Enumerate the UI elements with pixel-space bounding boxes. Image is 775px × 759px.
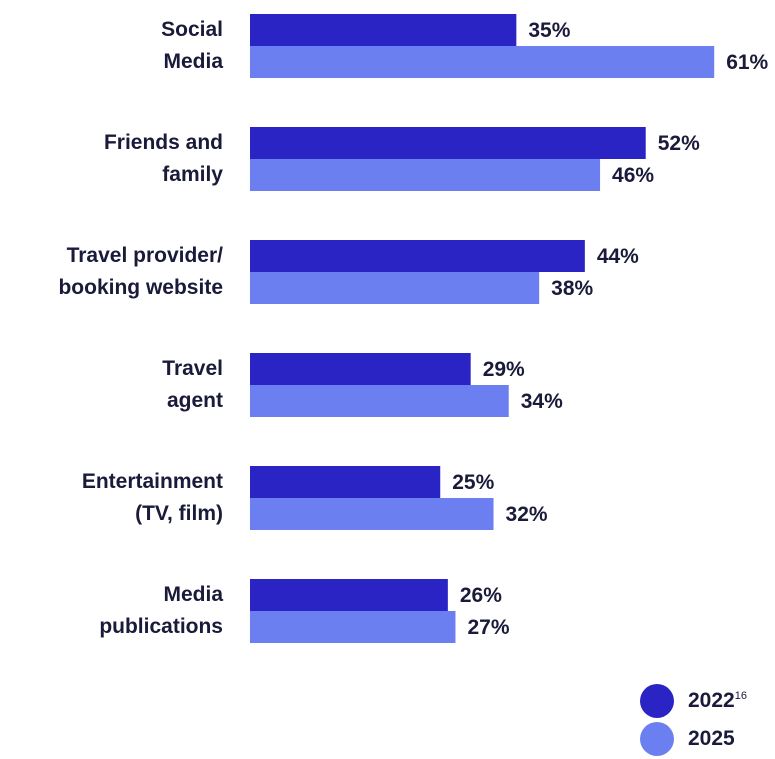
data-label-2022: 52% bbox=[658, 132, 700, 155]
data-label-2025: 46% bbox=[612, 164, 654, 187]
data-label-2025: 27% bbox=[467, 616, 509, 639]
bar-2022 bbox=[250, 240, 585, 272]
category-label-line: booking website bbox=[58, 276, 223, 299]
category-label: Friends and family bbox=[0, 127, 223, 191]
category-label-line: agent bbox=[166, 389, 223, 412]
category-label-line: Media bbox=[163, 50, 223, 73]
legend-footnote: 16 bbox=[734, 690, 747, 702]
data-label-2025: 32% bbox=[506, 503, 548, 526]
legend-item-2022: 202216 bbox=[640, 682, 747, 720]
data-label-2025: 61% bbox=[726, 51, 768, 74]
data-label-2022: 44% bbox=[597, 245, 639, 268]
bar-2022 bbox=[250, 353, 471, 385]
data-label-2022: 35% bbox=[528, 19, 570, 42]
bar-2022 bbox=[250, 466, 441, 498]
legend-label-2022: 202216 bbox=[688, 689, 747, 712]
category-label-line: (TV, film) bbox=[135, 502, 223, 525]
category-label-line: Friends and bbox=[103, 131, 223, 154]
category-label-line: Media bbox=[163, 583, 223, 606]
bar-2025 bbox=[250, 46, 715, 78]
data-label-2025: 38% bbox=[551, 277, 593, 300]
category-label-line: Entertainment bbox=[81, 470, 223, 493]
category-label-line: family bbox=[162, 163, 223, 186]
category-label-line: Travel provider/ bbox=[66, 244, 223, 267]
legend-item-2025: 2025 bbox=[640, 720, 747, 758]
data-label-2022: 26% bbox=[460, 584, 502, 607]
category-label: Media publications bbox=[0, 579, 223, 643]
legend: 202216 2025 bbox=[640, 682, 747, 758]
legend-label-2025: 2025 bbox=[688, 727, 735, 750]
category-label: Social Media bbox=[0, 14, 223, 78]
legend-swatch-2022 bbox=[640, 684, 674, 718]
category-label: Travel agent bbox=[0, 353, 223, 417]
bar-2025 bbox=[250, 272, 540, 304]
bar-2022 bbox=[250, 127, 646, 159]
bar-2025 bbox=[250, 159, 601, 191]
bar-2025 bbox=[250, 385, 509, 417]
legend-swatch-2025 bbox=[640, 722, 674, 756]
category-label-line: Social bbox=[161, 18, 223, 41]
data-label-2022: 29% bbox=[483, 358, 525, 381]
category-label-line: Travel bbox=[162, 357, 223, 380]
category-label: Travel provider/booking website bbox=[0, 240, 223, 304]
bar-2025 bbox=[250, 498, 494, 530]
bar-2025 bbox=[250, 611, 456, 643]
bar-2022 bbox=[250, 579, 448, 611]
category-label: Entertainment (TV, film) bbox=[0, 466, 223, 530]
data-label-2022: 25% bbox=[452, 471, 494, 494]
data-label-2025: 34% bbox=[521, 390, 563, 413]
bar-2022 bbox=[250, 14, 517, 46]
category-label-line: publications bbox=[99, 615, 223, 638]
